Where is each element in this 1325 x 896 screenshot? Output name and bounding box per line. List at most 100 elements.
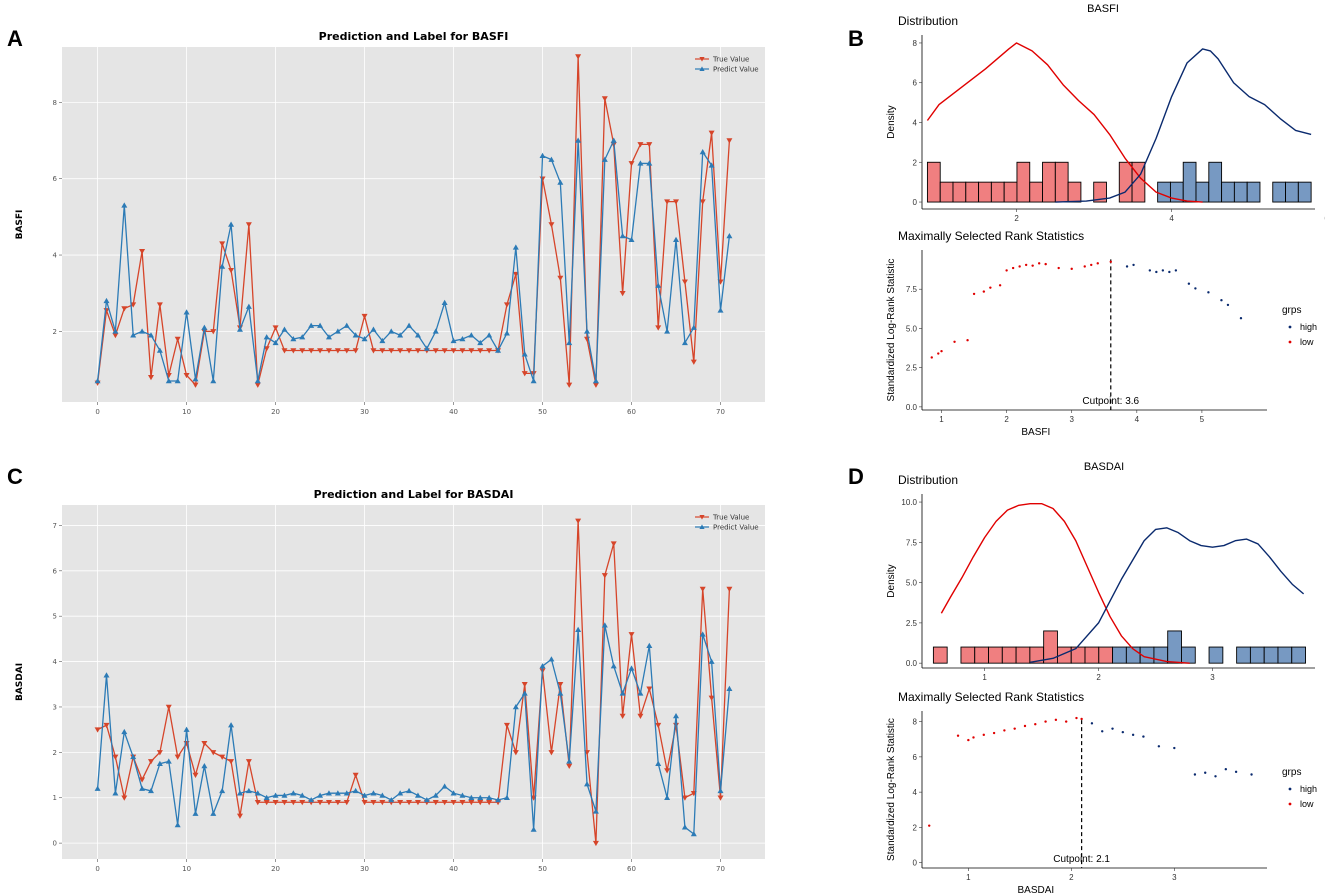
histogram-bar	[1263, 646, 1279, 664]
data-point	[272, 339, 279, 346]
data-point	[414, 800, 421, 806]
rank-point-high	[1224, 768, 1228, 771]
data-point	[245, 303, 252, 309]
data-point	[139, 328, 146, 334]
data-point	[601, 622, 608, 628]
rank-point-low	[1005, 269, 1008, 272]
cutpoint-label: Cutpoint: 3.6	[1082, 396, 1139, 407]
data-point	[477, 339, 484, 346]
data-point	[174, 754, 181, 760]
x-tick-label: 40	[449, 408, 458, 416]
data-point	[557, 179, 564, 185]
data-point	[726, 232, 733, 239]
legend-marker	[699, 524, 705, 529]
y-tick-label: 2.5	[906, 619, 918, 628]
data-point	[299, 334, 306, 340]
data-point	[317, 348, 324, 354]
data-point	[388, 348, 395, 354]
data-point	[308, 797, 315, 803]
histogram-bar	[1112, 646, 1127, 664]
data-point	[512, 244, 519, 250]
rank-point-low	[1044, 262, 1047, 266]
y-tick-label: 1	[53, 794, 57, 802]
rank-point-low	[966, 338, 969, 342]
histogram-bar	[1208, 646, 1224, 664]
x-tick-label: 20	[271, 408, 280, 416]
x-axis-label: BASFI	[1021, 427, 1050, 438]
data-point	[468, 794, 475, 800]
data-point	[423, 797, 430, 803]
data-point	[210, 378, 217, 384]
data-point	[468, 332, 475, 338]
y-tick-label: 2	[53, 749, 57, 757]
series-predict-value	[94, 622, 733, 837]
data-point	[459, 800, 466, 806]
histogram-bar	[1001, 646, 1017, 664]
data-point	[646, 160, 653, 166]
rank-point-low	[967, 738, 970, 742]
data-point	[156, 760, 163, 766]
y-tick-label: 0	[913, 198, 918, 207]
data-point	[228, 221, 235, 227]
data-point	[121, 202, 128, 208]
data-point	[281, 326, 288, 332]
legend-marker	[1288, 325, 1292, 329]
data-point	[183, 373, 190, 379]
rank-point-low	[982, 733, 985, 737]
data-point	[414, 332, 421, 338]
data-point	[397, 348, 404, 354]
histogram-bar	[1181, 646, 1196, 664]
data-point	[156, 750, 163, 756]
histogram-bar	[926, 161, 941, 203]
data-point	[557, 682, 564, 688]
data-point	[423, 345, 430, 351]
x-tick-label: 1	[982, 673, 987, 682]
rank-point-low	[937, 352, 940, 355]
histogram-bar	[939, 181, 954, 203]
legend-marker	[1288, 340, 1292, 344]
x-tick-label: 60	[627, 865, 636, 873]
y-tick-label: 7.5	[906, 285, 918, 294]
rank-point-high	[1250, 773, 1253, 776]
histogram-bar	[1285, 181, 1299, 203]
legend-label: high	[1300, 784, 1317, 794]
data-point	[165, 704, 172, 710]
legend-marker	[699, 57, 705, 62]
y-axis-label: Standardized Log-Rank Statistic	[886, 259, 897, 402]
data-point	[575, 137, 582, 143]
data-point	[112, 332, 119, 339]
x-tick-label: 3	[1210, 673, 1215, 682]
rank-point-low	[1090, 263, 1093, 267]
y-tick-label: 6	[53, 175, 58, 183]
histogram-bar	[1084, 646, 1100, 664]
data-point	[575, 518, 582, 524]
data-point	[94, 785, 101, 791]
y-tick-label: 0.0	[906, 403, 918, 412]
data-point	[539, 663, 546, 669]
data-point	[201, 741, 208, 747]
data-point	[459, 336, 466, 342]
data-point	[130, 332, 137, 338]
data-point	[708, 162, 715, 168]
line-chart-a: 0 10 20 30 40 50 60 70 2 4 6 8 Prediction and Label …	[15, 30, 765, 416]
histogram-bar	[1098, 646, 1114, 664]
y-tick-label: 6	[913, 79, 918, 88]
data-point	[121, 795, 128, 801]
data-point	[628, 632, 635, 638]
histogram-bar	[1157, 181, 1171, 203]
data-point	[681, 339, 688, 346]
data-point	[566, 339, 573, 346]
data-point	[610, 541, 617, 547]
data-point	[619, 713, 626, 720]
y-tick-label: 4	[913, 788, 918, 797]
y-tick-label: 0	[53, 840, 57, 848]
histogram-bar	[1167, 630, 1182, 664]
data-point	[165, 378, 172, 384]
data-point	[352, 348, 359, 354]
histogram-bar	[1182, 161, 1197, 203]
data-point	[299, 792, 306, 798]
rank-point-low	[1018, 265, 1021, 268]
rank-point-high	[1234, 770, 1238, 774]
data-point	[352, 787, 359, 794]
rank-point-low	[972, 292, 976, 296]
